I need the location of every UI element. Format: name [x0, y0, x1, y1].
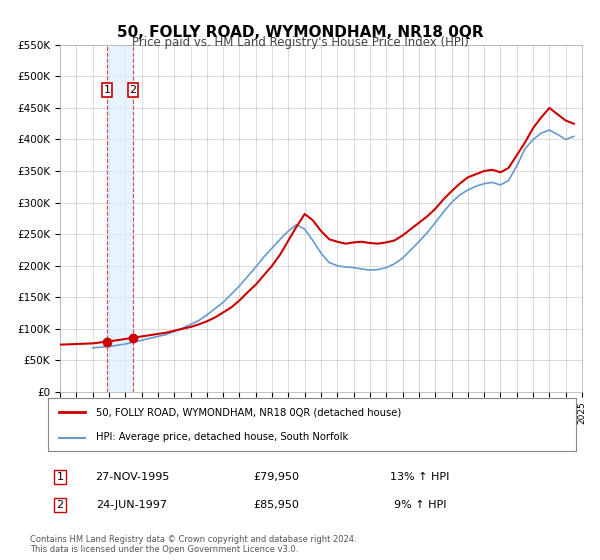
Text: 1: 1: [104, 85, 111, 95]
Text: Price paid vs. HM Land Registry's House Price Index (HPI): Price paid vs. HM Land Registry's House …: [131, 36, 469, 49]
Text: 2: 2: [130, 85, 137, 95]
Text: 27-NOV-1995: 27-NOV-1995: [95, 472, 169, 482]
Text: 13% ↑ HPI: 13% ↑ HPI: [391, 472, 449, 482]
Text: 2: 2: [56, 500, 64, 510]
Text: 50, FOLLY ROAD, WYMONDHAM, NR18 0QR: 50, FOLLY ROAD, WYMONDHAM, NR18 0QR: [116, 25, 484, 40]
Text: 50, FOLLY ROAD, WYMONDHAM, NR18 0QR (detached house): 50, FOLLY ROAD, WYMONDHAM, NR18 0QR (det…: [95, 408, 401, 418]
Text: 1: 1: [56, 472, 64, 482]
Text: 9% ↑ HPI: 9% ↑ HPI: [394, 500, 446, 510]
Text: HPI: Average price, detached house, South Norfolk: HPI: Average price, detached house, Sout…: [95, 432, 348, 442]
Text: £85,950: £85,950: [253, 500, 299, 510]
Text: Contains HM Land Registry data © Crown copyright and database right 2024.
This d: Contains HM Land Registry data © Crown c…: [30, 535, 356, 554]
Bar: [107, 45, 133, 392]
Text: £79,950: £79,950: [253, 472, 299, 482]
Text: 24-JUN-1997: 24-JUN-1997: [97, 500, 167, 510]
